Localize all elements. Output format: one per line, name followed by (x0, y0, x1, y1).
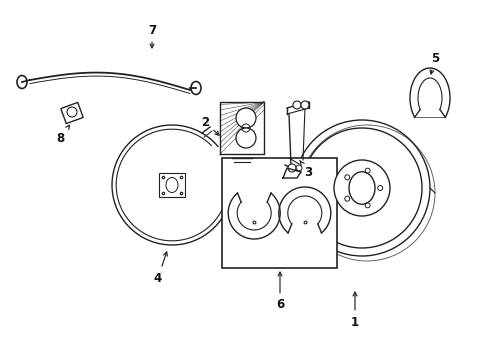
Text: 3: 3 (299, 161, 311, 179)
Ellipse shape (302, 128, 421, 248)
Circle shape (236, 128, 256, 148)
Ellipse shape (333, 160, 389, 216)
Circle shape (287, 164, 295, 172)
Text: 5: 5 (429, 51, 438, 74)
Circle shape (292, 101, 301, 109)
Text: 4: 4 (154, 252, 167, 284)
Bar (222, 158, 336, 268)
Circle shape (236, 108, 256, 128)
Bar (159, 173, 184, 197)
Text: 7: 7 (148, 23, 156, 48)
Text: 1: 1 (350, 292, 358, 328)
Text: 8: 8 (56, 125, 69, 144)
Circle shape (301, 101, 308, 109)
Polygon shape (283, 168, 301, 178)
Polygon shape (220, 102, 264, 154)
Text: 6: 6 (275, 272, 284, 311)
Text: 2: 2 (201, 116, 219, 135)
Bar (61, 102, 83, 123)
